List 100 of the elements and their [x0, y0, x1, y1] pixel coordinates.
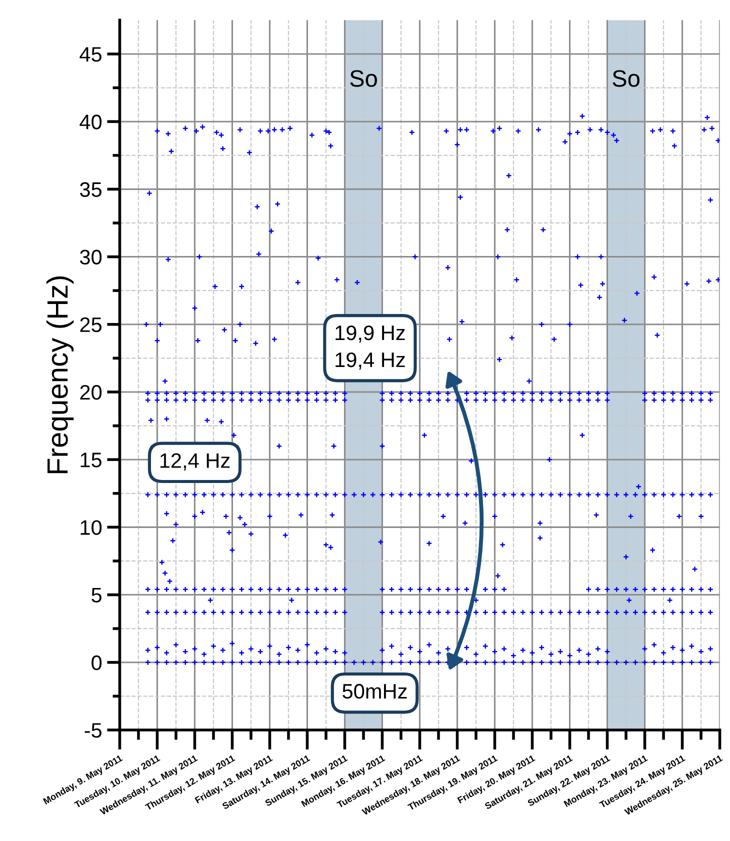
point	[535, 126, 542, 133]
point	[266, 390, 273, 396]
point	[354, 279, 360, 286]
point	[164, 609, 170, 616]
point	[286, 125, 294, 132]
point	[329, 512, 336, 518]
point	[537, 534, 544, 542]
point	[622, 586, 630, 592]
point	[193, 128, 200, 134]
point	[238, 390, 245, 396]
point	[322, 397, 330, 404]
point	[551, 336, 558, 342]
point	[632, 609, 638, 616]
point	[660, 397, 667, 404]
y-tick-label: 10	[80, 520, 102, 535]
point	[701, 126, 708, 133]
point	[236, 126, 244, 133]
point	[285, 586, 292, 592]
point	[210, 397, 217, 404]
y-tick-label: -5	[84, 723, 102, 738]
point	[322, 390, 330, 396]
point	[684, 280, 690, 287]
point	[144, 609, 151, 616]
point	[610, 132, 617, 138]
point	[210, 586, 217, 592]
point	[557, 390, 564, 396]
point	[443, 128, 450, 134]
point	[526, 378, 532, 384]
point	[257, 609, 264, 616]
point	[670, 128, 676, 134]
point	[238, 283, 245, 290]
point	[172, 586, 180, 592]
point	[294, 609, 301, 616]
point	[566, 130, 573, 137]
point	[248, 390, 254, 396]
point	[444, 390, 451, 396]
point	[679, 647, 686, 654]
point	[622, 609, 630, 616]
point	[593, 512, 600, 518]
point	[229, 547, 236, 554]
point	[398, 609, 404, 616]
annotation: 19,9 Hz 19,4 Hz	[336, 325, 405, 370]
point	[454, 609, 460, 616]
point	[698, 586, 704, 592]
point	[342, 390, 348, 396]
point	[504, 226, 510, 233]
point	[238, 609, 245, 616]
point	[242, 521, 248, 528]
point	[520, 609, 526, 616]
point	[634, 290, 640, 296]
point	[398, 651, 404, 658]
point	[192, 609, 198, 616]
y-tick-label: 15	[80, 452, 102, 468]
point	[236, 321, 244, 328]
point	[172, 609, 180, 616]
point	[435, 586, 442, 592]
point	[304, 609, 310, 616]
y-tick-label: 30	[80, 250, 102, 265]
point	[168, 148, 174, 154]
point	[388, 609, 395, 616]
point	[670, 644, 676, 651]
point	[660, 390, 667, 396]
point	[578, 282, 584, 288]
y-tick-label: 40	[80, 114, 102, 130]
point	[660, 650, 667, 656]
point	[398, 390, 404, 396]
point	[229, 390, 236, 396]
point	[435, 609, 442, 616]
point	[707, 609, 714, 616]
point	[166, 578, 173, 584]
point	[670, 390, 676, 396]
point	[496, 356, 502, 363]
point	[294, 390, 301, 396]
point	[435, 390, 442, 396]
point	[435, 397, 442, 404]
point	[315, 255, 322, 262]
point	[172, 397, 180, 404]
point	[276, 390, 282, 396]
point	[642, 390, 648, 396]
point	[162, 570, 168, 576]
point	[294, 279, 301, 286]
point	[379, 390, 386, 396]
point	[492, 609, 498, 616]
point	[192, 646, 198, 652]
point	[520, 390, 526, 396]
point	[492, 390, 498, 396]
point	[322, 609, 330, 616]
point	[514, 276, 520, 283]
point	[671, 142, 678, 149]
point	[314, 609, 320, 616]
point	[688, 609, 695, 616]
point	[444, 609, 451, 616]
point	[222, 513, 230, 520]
band-label: So	[350, 70, 377, 87]
point	[248, 397, 254, 404]
point	[679, 390, 686, 396]
point	[398, 397, 404, 404]
point	[165, 130, 172, 137]
point	[229, 609, 236, 616]
point	[708, 125, 716, 132]
